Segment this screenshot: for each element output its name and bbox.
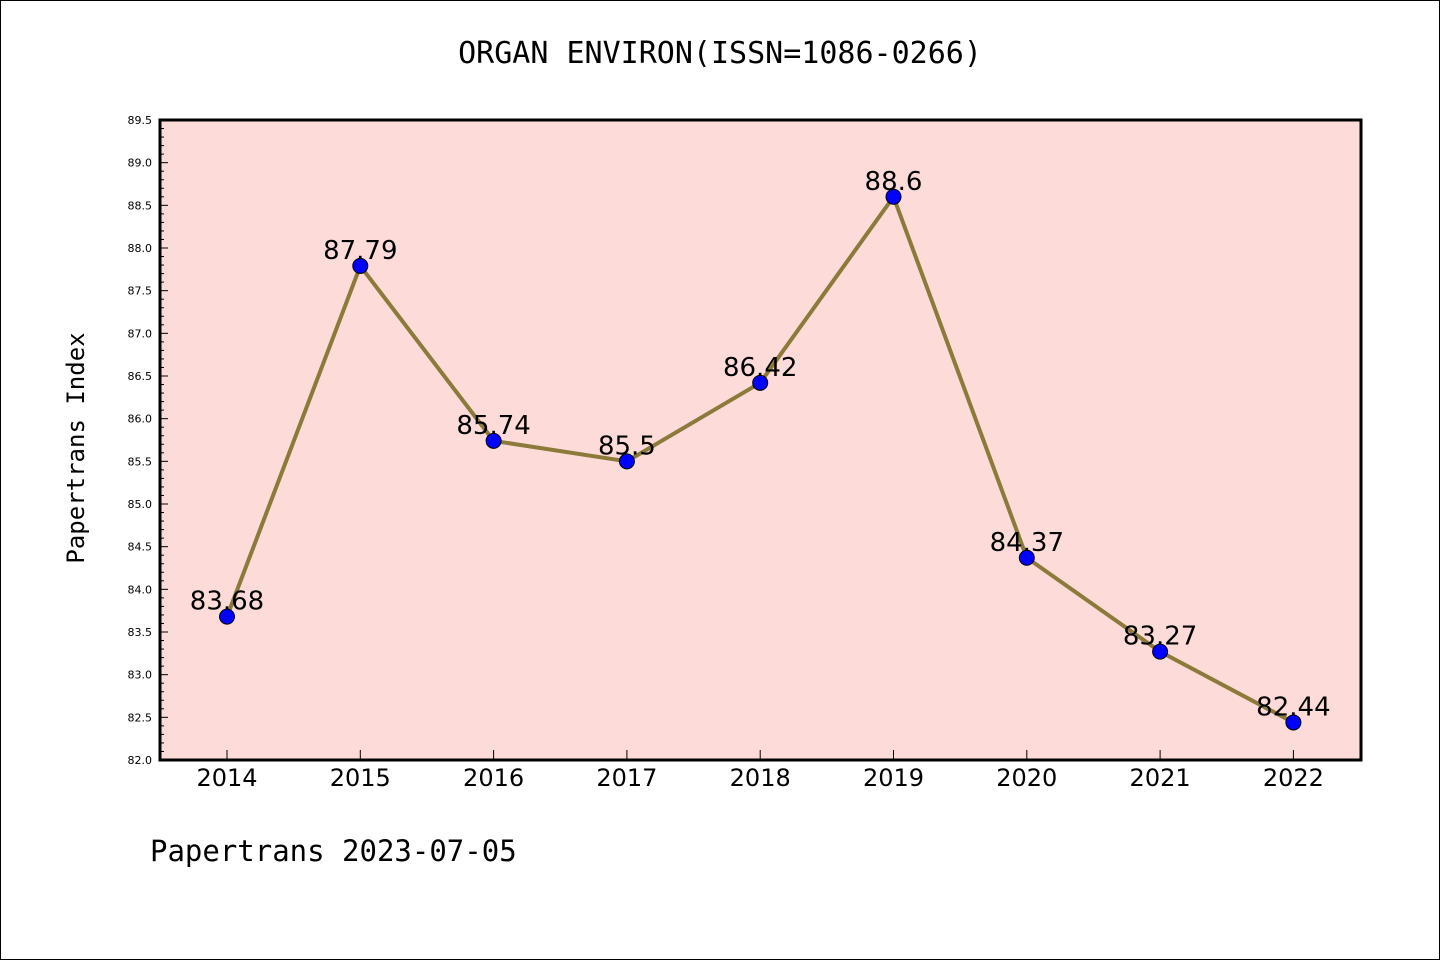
data-label: 88.6 (865, 167, 923, 197)
x-tick-label: 2020 (996, 764, 1057, 792)
x-tick-label: 2022 (1263, 764, 1324, 792)
data-point-marker (1018, 549, 1035, 566)
x-tick-label: 2016 (463, 764, 524, 792)
x-tick-label: 2017 (596, 764, 657, 792)
data-point-marker (752, 374, 769, 391)
x-tick-label: 2014 (196, 764, 257, 792)
y-tick-label: 84.0 (128, 583, 153, 596)
y-tick-label: 89.0 (128, 157, 153, 170)
data-label: 85.5 (598, 431, 656, 461)
data-point-marker (485, 432, 502, 449)
data-label: 83.68 (190, 587, 264, 617)
chart-title: ORGAN ENVIRON(ISSN=1086-0266) (458, 36, 982, 71)
data-point-marker (352, 257, 369, 274)
y-tick-label: 87.0 (128, 327, 153, 340)
data-point-marker (618, 453, 635, 470)
y-tick-label: 82.5 (128, 711, 153, 724)
data-point-marker (1285, 714, 1302, 731)
y-axis: 82.0 82.5 83.0 83.5 84.0 84.5 85.0 85.5 86.0 86.5… (128, 114, 168, 767)
data-label: 85.74 (456, 411, 530, 441)
y-tick-label: 85.0 (128, 498, 153, 511)
y-tick-label: 89.5 (128, 114, 153, 127)
y-tick-label: 82.0 (128, 754, 153, 767)
y-tick-label: 83.0 (128, 669, 153, 682)
x-tick-label: 2019 (863, 764, 924, 792)
x-tick-label: 2018 (730, 764, 791, 792)
x-tick-label: 2021 (1130, 764, 1191, 792)
data-point-marker (885, 188, 902, 205)
data-point-marker (1152, 643, 1169, 660)
data-label: 82.44 (1256, 692, 1330, 722)
data-point-marker (219, 608, 235, 625)
y-axis-label: Papertrans Index (62, 332, 90, 563)
series: 83.68 87.79 85.74 85.5 86.42 88.6 84.37 83.27 82… (190, 167, 1331, 731)
data-label: 87.79 (323, 236, 397, 266)
y-tick-label: 86.5 (128, 370, 153, 383)
footer-date-stamp: Papertrans 2023-07-05 (150, 834, 517, 868)
data-label: 84.37 (990, 528, 1064, 558)
y-tick-label: 87.5 (128, 285, 153, 298)
y-tick-label: 83.5 (128, 626, 153, 639)
x-axis: 2014 2015 2016 2017 2018 2019 2020 2021 2022 (196, 750, 1324, 792)
y-tick-label: 84.5 (128, 541, 153, 554)
x-tick-label: 2015 (330, 764, 391, 792)
y-tick-label: 88.0 (128, 242, 153, 255)
y-tick-label: 86.0 (128, 413, 153, 426)
y-tick-label: 85.5 (128, 455, 153, 468)
data-label: 83.27 (1123, 622, 1197, 652)
data-label: 86.42 (723, 353, 797, 383)
y-tick-label: 88.5 (128, 199, 153, 212)
